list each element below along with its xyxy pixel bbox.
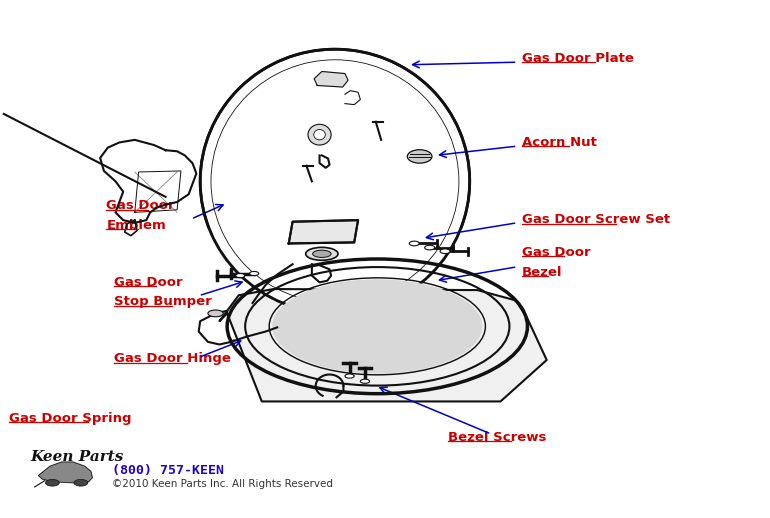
Ellipse shape: [308, 124, 331, 145]
Polygon shape: [100, 140, 196, 223]
Ellipse shape: [313, 250, 331, 257]
Text: Gas Door: Gas Door: [522, 246, 591, 259]
Text: Stop Bumper: Stop Bumper: [114, 295, 212, 308]
Ellipse shape: [227, 259, 527, 394]
Ellipse shape: [410, 241, 420, 246]
Text: Bezel Screws: Bezel Screws: [448, 431, 547, 444]
Ellipse shape: [208, 310, 223, 317]
Polygon shape: [314, 71, 348, 87]
Ellipse shape: [345, 374, 354, 378]
Ellipse shape: [425, 246, 434, 250]
Text: Gas Door: Gas Door: [114, 276, 182, 289]
Ellipse shape: [236, 274, 245, 278]
Ellipse shape: [306, 248, 338, 261]
Text: Gas Door Plate: Gas Door Plate: [522, 52, 634, 65]
Text: ©2010 Keen Parts Inc. All Rights Reserved: ©2010 Keen Parts Inc. All Rights Reserve…: [112, 479, 333, 490]
Text: Gas Door: Gas Door: [106, 199, 175, 212]
Ellipse shape: [200, 49, 470, 313]
Ellipse shape: [440, 249, 450, 254]
Text: Keen Parts: Keen Parts: [31, 450, 124, 464]
Text: Gas Door Spring: Gas Door Spring: [9, 412, 132, 425]
Ellipse shape: [45, 480, 59, 486]
Ellipse shape: [273, 279, 482, 373]
Polygon shape: [219, 289, 547, 401]
Text: (800) 757-KEEN: (800) 757-KEEN: [112, 464, 223, 477]
Ellipse shape: [74, 480, 88, 486]
Text: Bezel: Bezel: [522, 266, 563, 279]
Ellipse shape: [407, 150, 432, 163]
Polygon shape: [289, 220, 358, 243]
Polygon shape: [38, 462, 92, 483]
Ellipse shape: [249, 271, 259, 276]
Text: Acorn Nut: Acorn Nut: [522, 136, 597, 149]
Text: Gas Door Screw Set: Gas Door Screw Set: [522, 213, 670, 226]
Text: Emblem: Emblem: [106, 219, 166, 232]
Ellipse shape: [360, 379, 370, 383]
Ellipse shape: [314, 130, 325, 140]
Text: Gas Door Hinge: Gas Door Hinge: [114, 352, 231, 365]
